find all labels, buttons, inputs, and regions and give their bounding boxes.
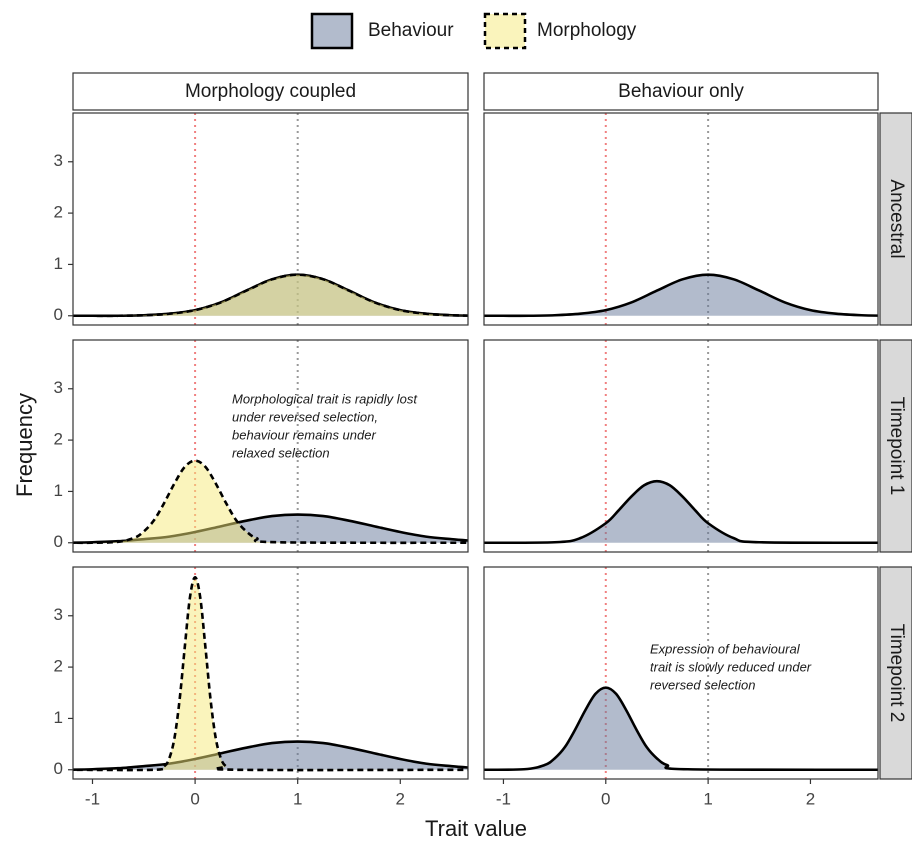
- row-strip: [879, 112, 912, 326]
- legend-swatch: [310, 12, 354, 50]
- legend-label: Behaviour: [368, 20, 454, 41]
- y-tick-label: 0: [54, 532, 63, 551]
- density-line: [484, 273, 878, 318]
- panel: 0 1 2 3: [54, 112, 469, 326]
- x-tick-label: 1: [293, 789, 302, 808]
- y-tick-label: 1: [54, 708, 63, 727]
- annotation: relaxed selection: [232, 445, 330, 460]
- x-tick-label: 0: [190, 789, 199, 808]
- density-area: [484, 481, 878, 543]
- y-tick-label: 3: [54, 378, 63, 397]
- annotation: trait is slowly reduced under: [650, 659, 812, 674]
- panel-background: [484, 567, 878, 779]
- density-area: [484, 274, 878, 316]
- row-strip-label: Ancestral: [886, 179, 907, 258]
- y-tick-label: 0: [54, 305, 63, 324]
- panel-content: [484, 479, 878, 545]
- density-area: [484, 687, 878, 770]
- y-tick-label: 0: [54, 759, 63, 778]
- column-strip: [72, 72, 469, 111]
- column-strip-label: Morphology coupled: [185, 81, 356, 102]
- y-tick-label: 3: [54, 151, 63, 170]
- x-tick-label: -1: [85, 789, 100, 808]
- panel-content: [73, 459, 468, 545]
- density-area: [73, 741, 468, 770]
- density-line: [73, 459, 468, 545]
- panel-content: [73, 575, 468, 772]
- panel-border: [72, 566, 469, 780]
- y-tick-label: 1: [54, 481, 63, 500]
- column-strip: [483, 72, 879, 111]
- panel: 0 1 2 3 -1 0 1 2: [54, 566, 469, 808]
- annotation: Morphological trait is rapidly lost: [232, 391, 418, 406]
- annotation: behaviour remains under: [232, 427, 376, 442]
- density-line: [484, 686, 878, 772]
- y-tick-label: 2: [54, 657, 63, 676]
- density-line: [484, 479, 878, 545]
- row-strip: [879, 566, 912, 780]
- annotation: under reversed selection,: [232, 409, 378, 424]
- column-strip-label: Behaviour only: [618, 81, 744, 102]
- panel-content: [73, 273, 468, 318]
- y-tick-label: 2: [54, 203, 63, 222]
- panel: Expression of behavioural trait is slowly…: [483, 566, 879, 808]
- panel-border: [483, 566, 879, 780]
- panel-border: [72, 339, 469, 553]
- panel-border: [483, 112, 879, 326]
- annotation: reversed selection: [650, 677, 756, 692]
- panel: Morphological trait is rapidly lost under…: [54, 339, 469, 553]
- row-strip: [879, 339, 912, 553]
- y-tick-label: 3: [54, 605, 63, 624]
- density-area: [73, 274, 468, 316]
- legend-label: Morphology: [537, 20, 637, 41]
- y-tick-label: 1: [54, 254, 63, 273]
- x-tick-label: 2: [806, 789, 815, 808]
- legend-swatch: [483, 12, 527, 50]
- panel-content: [484, 686, 878, 772]
- panel-border: [483, 339, 879, 553]
- panel: [483, 339, 879, 553]
- x-tick-label: 2: [396, 789, 405, 808]
- y-tick-label: 2: [54, 430, 63, 449]
- panel-content: [484, 273, 878, 318]
- x-axis-label: Trait value: [425, 816, 527, 841]
- density-area: [73, 460, 468, 543]
- density-line: [73, 740, 468, 771]
- x-tick-label: -1: [496, 789, 511, 808]
- annotation: Expression of behavioural: [650, 641, 801, 656]
- x-tick-label: 1: [703, 789, 712, 808]
- row-strip-label: Timepoint 2: [886, 624, 907, 723]
- x-tick-label: 0: [601, 789, 610, 808]
- density-line: [73, 273, 468, 318]
- panel-border: [72, 112, 469, 326]
- panel: [483, 112, 879, 326]
- y-axis-label: Frequency: [12, 393, 37, 497]
- row-strip-label: Timepoint 1: [886, 397, 907, 496]
- density-area: [73, 514, 468, 543]
